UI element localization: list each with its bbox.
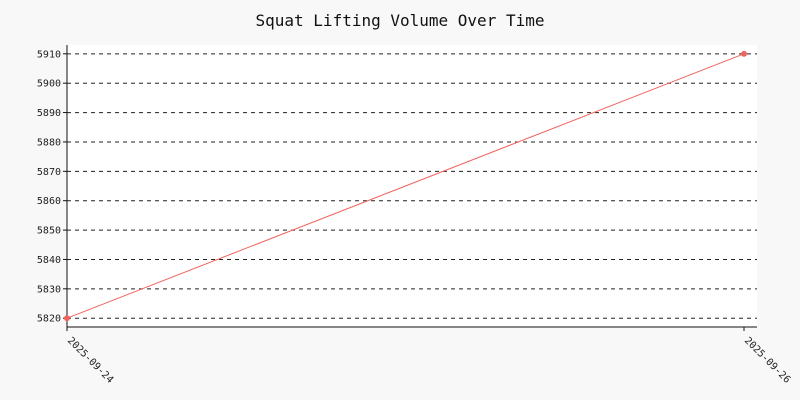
- plot-area: [67, 45, 757, 327]
- x-tick-label: 2025-09-24: [65, 335, 115, 385]
- y-tick-label: 5870: [37, 167, 61, 178]
- series-group: [64, 50, 747, 322]
- grid-lines: [67, 53, 757, 319]
- y-tick-label: 5900: [37, 79, 61, 90]
- y-axis-ticks: 5820 5830 5840 5850 5860 5870 5880 5890 5900 5910: [37, 49, 67, 325]
- x-tick-label: 2025-09-26: [742, 335, 792, 385]
- y-tick-label: 5890: [37, 108, 61, 119]
- y-tick-label: 5910: [37, 49, 61, 60]
- y-tick-label: 5840: [37, 255, 61, 266]
- y-tick-label: 5830: [37, 284, 61, 295]
- chart-title: Squat Lifting Volume Over Time: [256, 11, 545, 30]
- series-line: [66, 53, 745, 319]
- data-point[interactable]: [741, 50, 747, 57]
- data-point[interactable]: [64, 315, 70, 322]
- y-tick-label: 5820: [37, 314, 61, 325]
- y-tick-label: 5880: [37, 137, 61, 148]
- x-axis-ticks: 2025-09-24 2025-09-26: [65, 327, 792, 386]
- y-tick-label: 5860: [37, 196, 61, 207]
- y-tick-label: 5850: [37, 226, 61, 237]
